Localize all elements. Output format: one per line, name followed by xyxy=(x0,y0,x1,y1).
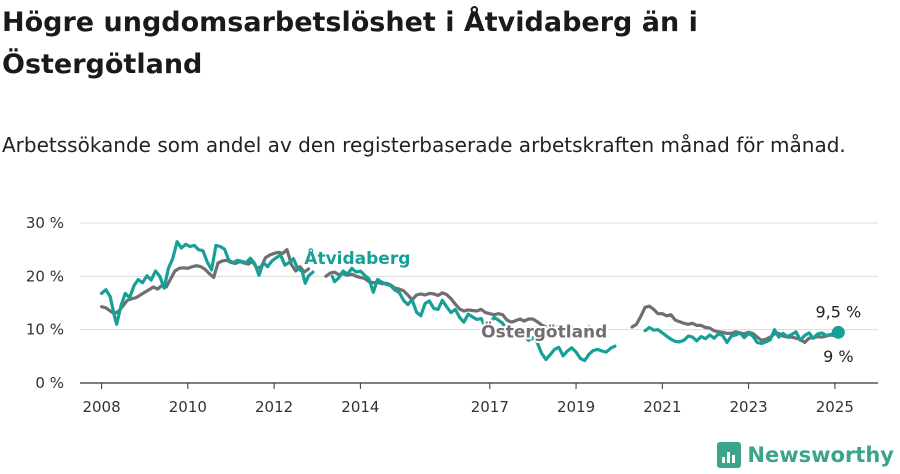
x-tick-label: 2008 xyxy=(82,398,120,416)
x-tick-label: 2019 xyxy=(557,398,595,416)
grid-lines xyxy=(80,222,878,384)
series-line-atvidaberg xyxy=(330,266,617,363)
chart-title: Högre ungdomsarbetslöshet i Åtvidaberg ä… xyxy=(2,7,698,80)
x-tick-label: 2023 xyxy=(730,398,768,416)
x-tick-label: 2012 xyxy=(255,398,293,416)
x-axis: 2008 2010 2012 2014 2017 2019 2021 2023 2025 xyxy=(82,383,854,416)
end-label-ostergotland: 9 % xyxy=(823,347,853,366)
y-tick-label: 10 % xyxy=(26,321,64,339)
y-axis: 0 % 10 % 20 % 30 % xyxy=(26,214,64,392)
brand-logo: Newsworthy xyxy=(717,440,894,470)
x-tick-label: 2025 xyxy=(816,398,854,416)
series-line-atvidaberg xyxy=(100,240,315,326)
y-tick-label: 30 % xyxy=(26,214,64,232)
series-line-ostergotland xyxy=(630,304,840,345)
x-tick-label: 2010 xyxy=(169,398,207,416)
brand-name: Newsworthy xyxy=(747,443,894,467)
x-tick-label: 2017 xyxy=(471,398,509,416)
series-labels: Åtvidaberg Östergötland 9,5 % 9 % xyxy=(302,244,861,366)
end-point-atvidaberg xyxy=(831,325,845,339)
y-tick-label: 0 % xyxy=(35,374,64,392)
chart-subtitle: Arbetssökande som andel av den registerb… xyxy=(2,133,846,157)
series-label: Östergötland xyxy=(481,321,607,343)
series-line-atvidaberg xyxy=(643,325,840,346)
x-tick-label: 2021 xyxy=(643,398,681,416)
x-tick-label: 2014 xyxy=(341,398,379,416)
bar-chart-logo-icon xyxy=(717,442,742,468)
series-label: Åtvidaberg xyxy=(304,246,410,269)
y-tick-label: 20 % xyxy=(26,267,64,285)
end-label-atvidaberg: 9,5 % xyxy=(815,302,861,321)
series-line-ostergotland xyxy=(100,248,311,316)
series-group xyxy=(100,240,840,363)
